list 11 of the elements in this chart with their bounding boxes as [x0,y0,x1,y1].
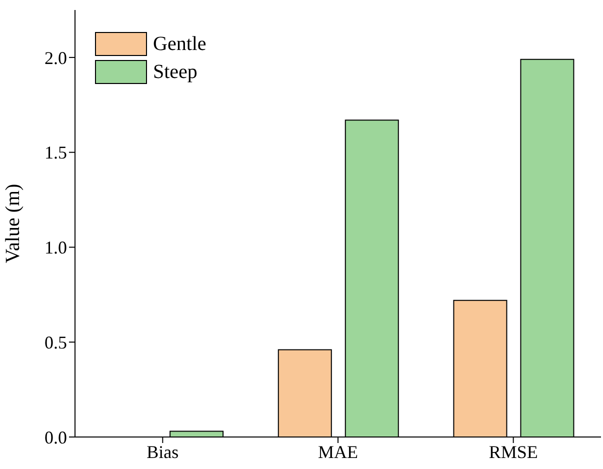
x-tick-label: MAE [318,442,358,462]
legend-label: Gentle [153,32,206,56]
y-tick-label: 1.0 [44,238,67,258]
legend-label: Steep [153,60,198,84]
y-axis-title: Value (m) [2,184,24,264]
y-tick-label: 2.0 [44,48,67,68]
y-tick-label: 1.5 [44,142,67,163]
y-tick-label: 0.5 [44,332,67,352]
x-tick-label: RMSE [488,442,538,462]
y-tick-label: 0.0 [44,427,67,448]
x-tick-label: Bias [146,442,179,462]
